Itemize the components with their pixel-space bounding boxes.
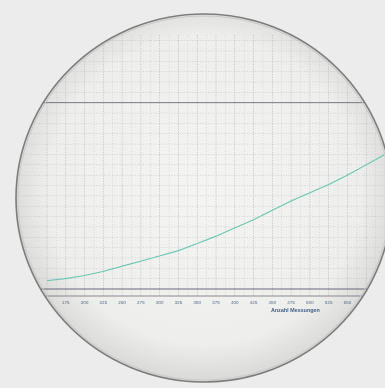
x-tick-label: 475 bbox=[287, 300, 295, 305]
reference-lines bbox=[16, 102, 385, 297]
x-tick-label: 200 bbox=[81, 300, 89, 305]
series-layer bbox=[46, 153, 385, 282]
x-tick-label: 500 bbox=[306, 300, 314, 305]
x-tick-label: 325 bbox=[175, 300, 183, 305]
x-axis-label: Anzahl Messungen bbox=[271, 308, 320, 314]
x-tick-label: 275 bbox=[137, 300, 145, 305]
x-tick-label: 350 bbox=[193, 300, 201, 305]
x-tick-label: 525 bbox=[325, 300, 333, 305]
x-tick-labels: 175 200 225 250 275 300 325 350 375 400 425 450 475 5… bbox=[62, 300, 371, 305]
x-tick-label: 575 bbox=[362, 300, 370, 305]
x-tick-label: 175 bbox=[62, 300, 70, 305]
x-tick-label: 375 bbox=[212, 300, 220, 305]
lens-rim-inner bbox=[17, 15, 385, 381]
x-tick-label: 225 bbox=[99, 300, 107, 305]
x-tick-label: 300 bbox=[156, 300, 164, 305]
x-tick-label: 425 bbox=[250, 300, 258, 305]
x-tick-label: 450 bbox=[268, 300, 276, 305]
lens-rim bbox=[15, 13, 385, 383]
x-tick-label: 550 bbox=[344, 300, 352, 305]
x-tick-label: 400 bbox=[231, 300, 239, 305]
lens-area bbox=[16, 14, 385, 382]
x-tick-label: 250 bbox=[118, 300, 126, 305]
series-line bbox=[46, 153, 385, 282]
